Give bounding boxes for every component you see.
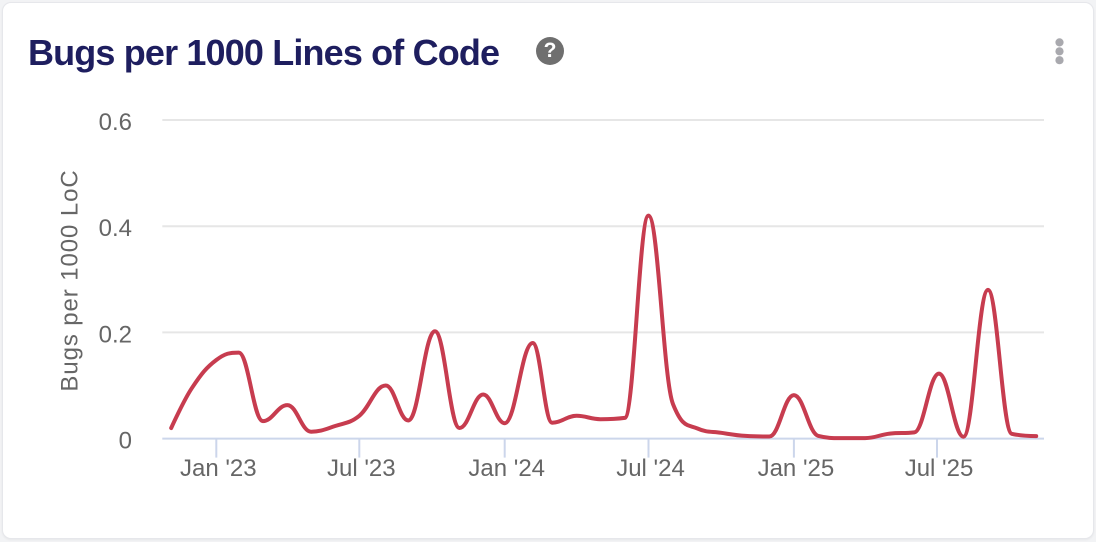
svg-text:Jan '23: Jan '23 — [180, 455, 257, 482]
svg-text:0.6: 0.6 — [99, 109, 132, 136]
svg-text:0.4: 0.4 — [99, 215, 132, 242]
svg-text:0: 0 — [119, 428, 132, 455]
svg-text:Jan '24: Jan '24 — [468, 455, 545, 482]
svg-text:0.2: 0.2 — [99, 321, 132, 348]
svg-text:Jul '23: Jul '23 — [327, 455, 396, 482]
svg-text:Jan '25: Jan '25 — [758, 455, 835, 482]
svg-text:Jul '24: Jul '24 — [616, 455, 685, 482]
svg-text:Bugs per 1000 LoC: Bugs per 1000 LoC — [57, 169, 84, 391]
svg-text:Jul '25: Jul '25 — [905, 455, 974, 482]
